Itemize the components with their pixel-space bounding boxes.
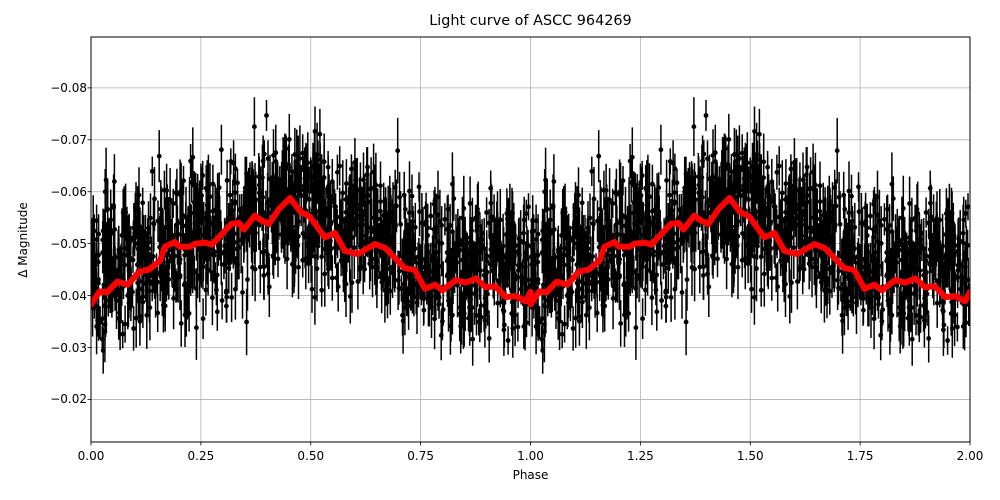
y-tick-label: −0.03 — [50, 340, 87, 355]
x-tick-label: 1.00 — [517, 449, 544, 463]
x-tick-label: 0.00 — [77, 449, 105, 463]
y-tick-label: −0.04 — [50, 288, 87, 303]
x-tick-label: 0.50 — [297, 449, 325, 463]
y-tick-label: −0.07 — [50, 132, 87, 147]
binned-mean-line — [91, 195, 970, 308]
x-tick-label: 1.50 — [736, 449, 764, 463]
y-tick-label: −0.06 — [50, 184, 87, 199]
x-axis-label: Phase — [512, 468, 549, 482]
x-tick-label: 0.75 — [407, 449, 434, 463]
axis-ticks — [87, 87, 971, 446]
y-axis-label: Δ Magnitude — [16, 202, 30, 278]
y-tick-label: −0.02 — [50, 392, 87, 407]
x-tick-label: 1.25 — [627, 449, 654, 463]
x-tick-label: 2.00 — [956, 449, 984, 463]
x-tick-label: 0.25 — [187, 449, 215, 463]
y-tick-label: −0.05 — [50, 236, 87, 251]
chart-title: Light curve of ASCC 964269 — [429, 13, 632, 29]
y-tick-label: −0.08 — [50, 80, 87, 95]
x-tick-label: 1.75 — [846, 449, 874, 463]
